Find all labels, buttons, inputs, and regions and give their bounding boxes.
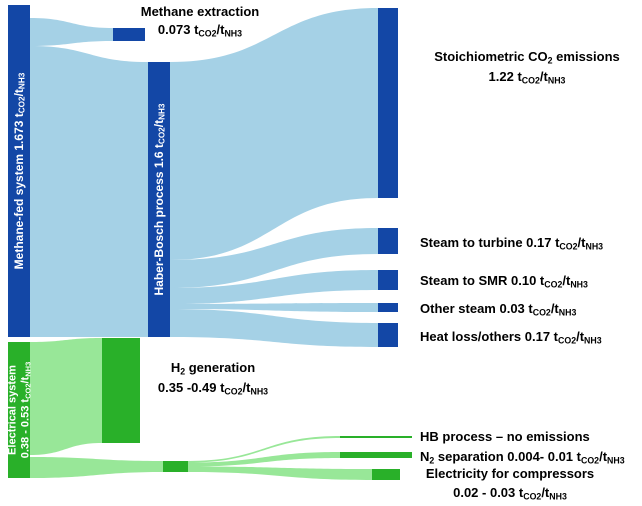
node-electrical-system — [8, 342, 30, 478]
flow-methane-to-extraction — [30, 18, 113, 46]
label-other-steam-label: Other steam 0.03 tCO2/tNH3 — [420, 301, 576, 318]
flow-electrical-to-aux — [30, 457, 163, 478]
label-h2-generation-label-line1: H2 generation — [171, 360, 255, 377]
flow-electrical-to-h2 — [30, 338, 102, 455]
node-label-electrical-system: Electrical system — [7, 365, 19, 455]
label-compressors-label-line1: Electricity for compressors — [426, 466, 594, 481]
node-stoichiometric-emissions — [378, 8, 398, 198]
node-steam-to-turbine — [378, 228, 398, 254]
node-methane-fed-system — [8, 5, 30, 337]
node-electrical-aux-node — [163, 461, 188, 472]
node-label-methane-fed-system: Methane-fed system 1.673 tCO2/tNH3 — [12, 72, 26, 269]
node-label-electrical-system: 0.38 - 0.53 tCO2/tNH3 — [20, 362, 33, 459]
flow-hb-to-smr — [170, 270, 378, 304]
node-heat-loss-others — [378, 323, 398, 347]
label-compressors-label-line2: 0.02 - 0.03 tCO2/tNH3 — [453, 485, 567, 502]
node-compressors-end — [372, 469, 400, 480]
sankey-nodes: Methane-fed system 1.673 tCO2/tNH3 Haber-… — [7, 5, 412, 480]
flow-aux-to-compressors — [188, 466, 372, 480]
flow-hb-to-stoichiometric — [170, 8, 378, 260]
label-steam-smr-label: Steam to SMR 0.10 tCO2/tNH3 — [420, 273, 588, 290]
label-methane-extraction-label-line2: 0.073 tCO2/tNH3 — [158, 22, 242, 39]
flow-aux-to-n2-separation — [188, 452, 340, 467]
node-label-haber-bosch-process: Haber-Bosch process 1.6 tCO2/tNH3 — [152, 103, 166, 295]
label-stoichiometric-label-line1: Stoichiometric CO2 emissions — [434, 49, 620, 66]
label-heat-loss-label: Heat loss/others 0.17 tCO2/tNH3 — [420, 329, 602, 346]
label-n2-separation-label: N2 separation 0.004- 0.01 tCO2/tNH3 — [420, 449, 625, 466]
label-stoichiometric-label-line2: 1.22 tCO2/tNH3 — [489, 69, 566, 86]
sankey-flows — [30, 8, 378, 480]
label-steam-turbine-label: Steam to turbine 0.17 tCO2/tNH3 — [420, 235, 603, 252]
node-other-steam — [378, 303, 398, 312]
flow-hb-to-heat-loss — [170, 309, 378, 347]
node-h2-generation — [102, 338, 140, 443]
flow-aux-to-hb-process — [188, 436, 340, 463]
node-n2-separation-end — [340, 452, 412, 458]
label-h2-generation-label-line2: 0.35 -0.49 tCO2/tNH3 — [158, 380, 268, 397]
node-methane-extraction — [113, 28, 145, 41]
node-steam-to-smr — [378, 270, 398, 290]
node-hb-process-end — [340, 436, 412, 438]
flow-hb-to-turbine — [170, 228, 378, 288]
sankey-labels: Methane extraction 0.073 tCO2/tNH3 Stoichi… — [141, 4, 625, 502]
label-hb-process-label: HB process – no emissions — [420, 429, 590, 444]
label-methane-extraction-label-line1: Methane extraction — [141, 4, 260, 19]
flow-methane-to-haber-bosch — [30, 46, 148, 337]
flow-hb-to-other-steam — [170, 303, 378, 312]
node-haber-bosch-process — [148, 62, 170, 337]
